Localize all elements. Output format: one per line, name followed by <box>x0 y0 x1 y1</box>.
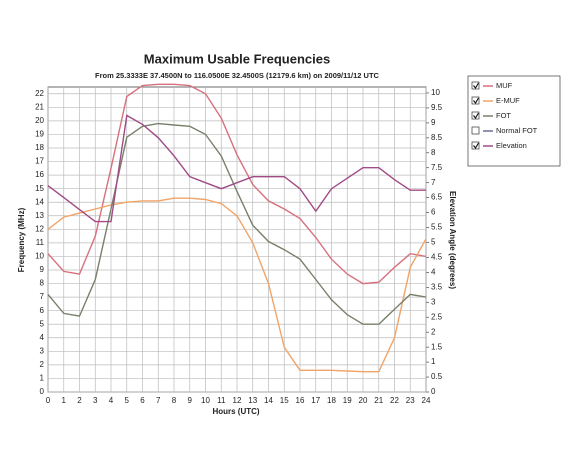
x-tick-label: 15 <box>280 396 289 405</box>
x-tick-label: 11 <box>217 396 226 405</box>
legend-checkbox[interactable] <box>471 126 480 135</box>
x-tick-label: 0 <box>46 396 51 405</box>
y-tick-label: 0 <box>40 387 45 396</box>
y-tick-label: 2 <box>40 360 45 369</box>
series-line <box>47 122 427 325</box>
y-tick-label: 12 <box>35 224 44 233</box>
x-tick-label: 24 <box>422 396 431 405</box>
y-tick-label: 5 <box>40 319 45 328</box>
y2-tick-label: 2 <box>431 327 436 336</box>
legend-checkbox[interactable] <box>471 96 480 105</box>
legend-label: FOT <box>496 111 511 120</box>
y2-tick-label: 4 <box>431 268 436 277</box>
y-tick-label: 15 <box>35 184 44 193</box>
x-tick-label: 21 <box>374 396 383 405</box>
y2-tick-label: 0.5 <box>431 372 443 381</box>
legend-label: Elevation <box>496 141 527 150</box>
legend-label: Normal FOT <box>496 126 538 135</box>
x-tick-label: 9 <box>188 396 193 405</box>
y-tick-label: 17 <box>35 157 44 166</box>
y-tick-label: 14 <box>35 197 44 206</box>
x-tick-label: 22 <box>390 396 399 405</box>
y-axis-label: Frequency (MHz) <box>17 207 26 272</box>
y2-tick-label: 3 <box>431 297 436 306</box>
x-tick-label: 8 <box>172 396 177 405</box>
y-tick-label: 19 <box>35 130 44 139</box>
x-tick-label: 5 <box>125 396 130 405</box>
x-tick-label: 12 <box>233 396 242 405</box>
legend-checkmark <box>473 97 479 104</box>
y2-tick-label: 4.5 <box>431 253 443 262</box>
x-tick-label: 10 <box>201 396 210 405</box>
x-tick-label: 6 <box>140 396 145 405</box>
legend-checkbox[interactable] <box>471 141 480 150</box>
y-tick-label: 8 <box>40 279 45 288</box>
y-tick-label: 21 <box>35 102 44 111</box>
y2-tick-label: 6.5 <box>431 193 443 202</box>
y2-tick-label: 8.5 <box>431 133 443 142</box>
y2-tick-label: 7 <box>431 178 436 187</box>
y-tick-label: 13 <box>35 211 44 220</box>
y2-tick-label: 8 <box>431 148 436 157</box>
y2-tick-label: 0 <box>431 387 436 396</box>
y2-tick-label: 1.5 <box>431 342 443 351</box>
y-tick-label: 7 <box>40 292 45 301</box>
y2-tick-label: 7.5 <box>431 163 443 172</box>
y-tick-label: 1 <box>40 374 45 383</box>
y-tick-label: 10 <box>35 252 44 261</box>
legend-box <box>467 75 561 167</box>
x-tick-label: 23 <box>406 396 415 405</box>
x-tick-label: 2 <box>77 396 82 405</box>
x-tick-label: 18 <box>327 396 336 405</box>
chart-title: Maximum Usable Frequencies <box>144 51 330 66</box>
legend-checkbox[interactable] <box>471 111 480 120</box>
y2-tick-label: 6 <box>431 208 436 217</box>
x-tick-label: 17 <box>311 396 320 405</box>
x-tick-label: 1 <box>62 396 67 405</box>
y-tick-label: 16 <box>35 170 44 179</box>
y2-axis-label: Elevation Angle (degrees) <box>448 191 457 289</box>
y-tick-label: 22 <box>35 89 44 98</box>
x-tick-label: 3 <box>93 396 98 405</box>
series-line <box>47 197 427 373</box>
y2-tick-label: 9.5 <box>431 103 443 112</box>
y-tick-label: 11 <box>36 238 45 247</box>
series-line <box>47 83 427 285</box>
y-tick-label: 4 <box>40 333 45 342</box>
series-line <box>47 114 426 223</box>
legend-checkmark <box>473 82 479 89</box>
y2-tick-label: 3.5 <box>431 282 443 291</box>
legend-checkmark <box>473 142 479 149</box>
legend-label: MUF <box>496 81 513 90</box>
legend-checkmark <box>473 112 479 119</box>
chart-subtitle: From 25.3333E 37.4500N to 116.0500E 32.4… <box>95 71 380 80</box>
x-tick-label: 19 <box>343 396 352 405</box>
y-tick-label: 18 <box>35 143 44 152</box>
y2-tick-label: 10 <box>431 88 440 97</box>
legend-checkbox[interactable] <box>471 81 480 90</box>
y-tick-label: 9 <box>40 265 45 274</box>
y2-tick-label: 9 <box>431 118 436 127</box>
x-tick-label: 20 <box>359 396 368 405</box>
x-tick-label: 14 <box>264 396 273 405</box>
y-tick-label: 6 <box>40 306 45 315</box>
x-axis-label: Hours (UTC) <box>212 407 259 416</box>
y2-tick-label: 1 <box>431 357 436 366</box>
y-tick-label: 20 <box>35 116 44 125</box>
y2-tick-label: 5 <box>431 238 436 247</box>
x-tick-label: 7 <box>156 396 161 405</box>
y2-tick-label: 5.5 <box>431 223 443 232</box>
legend-label: E-MUF <box>496 96 520 105</box>
x-tick-label: 16 <box>296 396 305 405</box>
x-tick-label: 4 <box>109 396 114 405</box>
y-tick-label: 3 <box>40 346 45 355</box>
y2-tick-label: 2.5 <box>431 312 443 321</box>
x-tick-label: 13 <box>248 396 257 405</box>
